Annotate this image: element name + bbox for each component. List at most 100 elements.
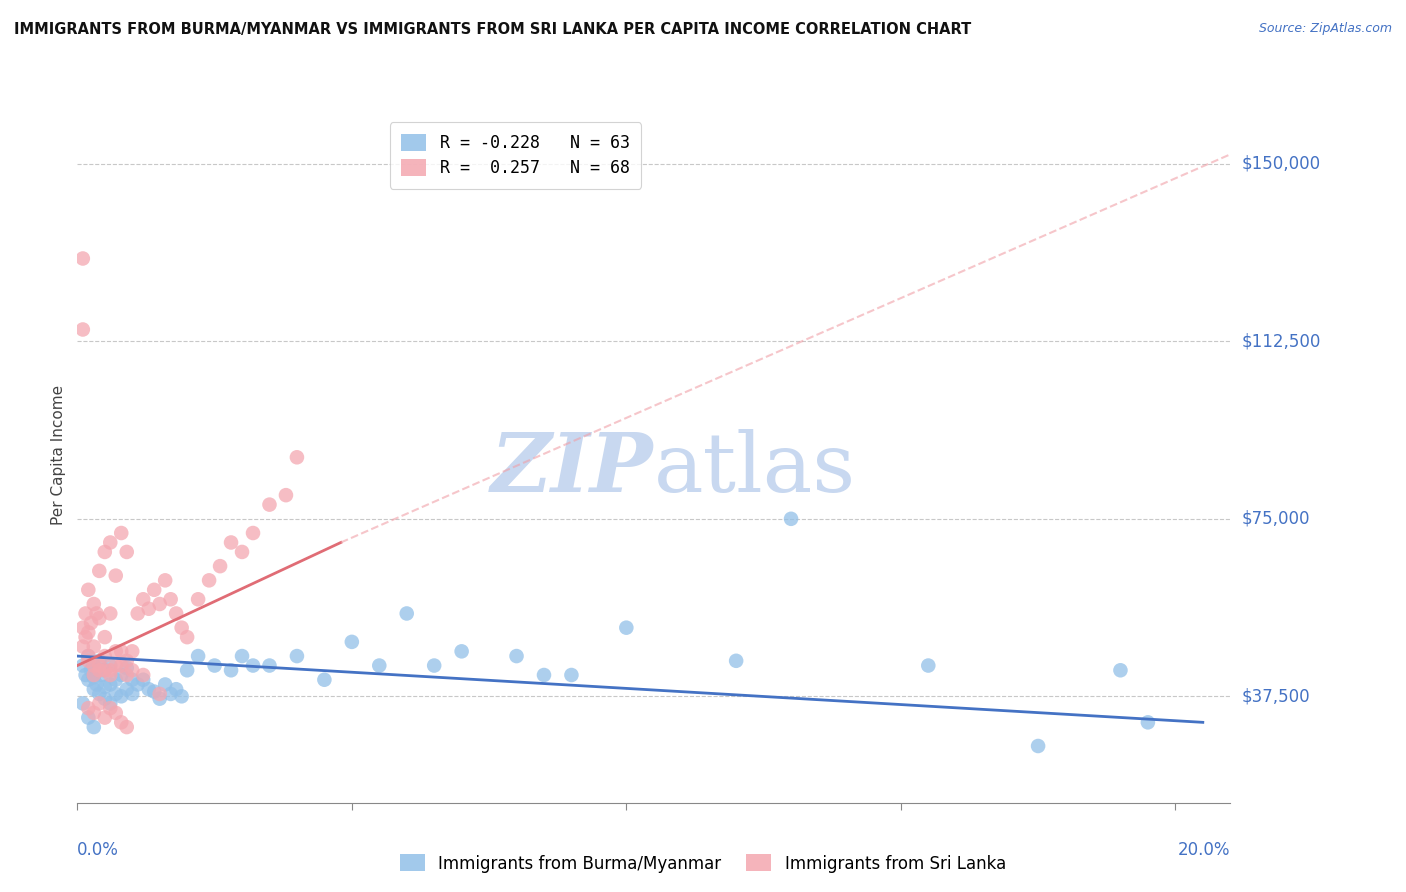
Text: 0.0%: 0.0% bbox=[77, 841, 120, 859]
Point bbox=[423, 658, 446, 673]
Point bbox=[115, 720, 138, 734]
Point bbox=[340, 635, 363, 649]
Text: $75,000: $75,000 bbox=[1241, 510, 1310, 528]
Point bbox=[94, 630, 117, 644]
Point bbox=[104, 644, 127, 658]
Point bbox=[94, 663, 117, 677]
Point bbox=[917, 658, 939, 673]
Point bbox=[83, 682, 105, 697]
Point bbox=[132, 592, 155, 607]
Point bbox=[121, 687, 143, 701]
Point bbox=[115, 654, 138, 668]
Point bbox=[170, 621, 193, 635]
Point bbox=[110, 668, 132, 682]
Point bbox=[1109, 663, 1132, 677]
Point bbox=[505, 649, 527, 664]
Point bbox=[209, 559, 232, 574]
Point bbox=[89, 658, 111, 673]
Point bbox=[259, 658, 281, 673]
Point bbox=[75, 607, 97, 621]
Point bbox=[98, 697, 121, 711]
Point bbox=[80, 615, 103, 630]
Text: ZIP: ZIP bbox=[491, 429, 654, 508]
Point bbox=[98, 663, 121, 677]
Point bbox=[89, 654, 111, 668]
Point bbox=[219, 535, 242, 549]
Y-axis label: Per Capita Income: Per Capita Income bbox=[51, 384, 66, 525]
Point bbox=[98, 535, 121, 549]
Point bbox=[86, 607, 108, 621]
Point bbox=[94, 680, 117, 694]
Point bbox=[98, 658, 121, 673]
Point bbox=[143, 582, 166, 597]
Point bbox=[285, 450, 308, 465]
Point bbox=[94, 663, 117, 677]
Point bbox=[159, 592, 181, 607]
Point bbox=[176, 630, 198, 644]
Point bbox=[83, 658, 105, 673]
Point bbox=[98, 668, 121, 682]
Point bbox=[198, 574, 221, 588]
Point bbox=[149, 691, 172, 706]
Point bbox=[780, 512, 803, 526]
Point bbox=[94, 545, 117, 559]
Point bbox=[72, 697, 94, 711]
Point bbox=[187, 649, 209, 664]
Point bbox=[231, 545, 253, 559]
Point bbox=[91, 668, 114, 682]
Point bbox=[77, 701, 100, 715]
Point bbox=[72, 252, 94, 266]
Point bbox=[132, 673, 155, 687]
Point bbox=[132, 668, 155, 682]
Point bbox=[89, 687, 111, 701]
Text: $37,500: $37,500 bbox=[1241, 688, 1310, 706]
Point bbox=[75, 668, 97, 682]
Point bbox=[72, 621, 94, 635]
Point bbox=[127, 677, 149, 691]
Point bbox=[77, 649, 100, 664]
Point bbox=[77, 625, 100, 640]
Point bbox=[89, 564, 111, 578]
Point bbox=[80, 663, 103, 677]
Point bbox=[165, 607, 187, 621]
Point bbox=[159, 687, 181, 701]
Point bbox=[77, 673, 100, 687]
Point bbox=[395, 607, 418, 621]
Point bbox=[89, 611, 111, 625]
Point bbox=[98, 607, 121, 621]
Point bbox=[242, 658, 264, 673]
Point bbox=[314, 673, 336, 687]
Point bbox=[1136, 715, 1159, 730]
Point bbox=[83, 670, 105, 684]
Point bbox=[104, 568, 127, 582]
Point bbox=[104, 673, 127, 687]
Point bbox=[149, 687, 172, 701]
Point bbox=[115, 668, 138, 682]
Point bbox=[72, 658, 94, 673]
Point bbox=[115, 545, 138, 559]
Point bbox=[104, 658, 127, 673]
Text: IMMIGRANTS FROM BURMA/MYANMAR VS IMMIGRANTS FROM SRI LANKA PER CAPITA INCOME COR: IMMIGRANTS FROM BURMA/MYANMAR VS IMMIGRA… bbox=[14, 22, 972, 37]
Point bbox=[725, 654, 748, 668]
Point bbox=[77, 649, 100, 664]
Point bbox=[170, 690, 193, 704]
Point bbox=[83, 640, 105, 654]
Point bbox=[83, 720, 105, 734]
Point bbox=[115, 682, 138, 697]
Point bbox=[98, 677, 121, 691]
Point bbox=[77, 654, 100, 668]
Point bbox=[614, 621, 637, 635]
Point bbox=[153, 677, 176, 691]
Point bbox=[242, 526, 264, 541]
Text: atlas: atlas bbox=[654, 429, 856, 508]
Point bbox=[110, 715, 132, 730]
Point bbox=[89, 663, 111, 677]
Point bbox=[104, 706, 127, 720]
Point bbox=[450, 644, 472, 658]
Point bbox=[77, 582, 100, 597]
Point bbox=[104, 687, 127, 701]
Point bbox=[204, 658, 226, 673]
Point bbox=[285, 649, 308, 664]
Point bbox=[72, 322, 94, 336]
Point bbox=[83, 658, 105, 673]
